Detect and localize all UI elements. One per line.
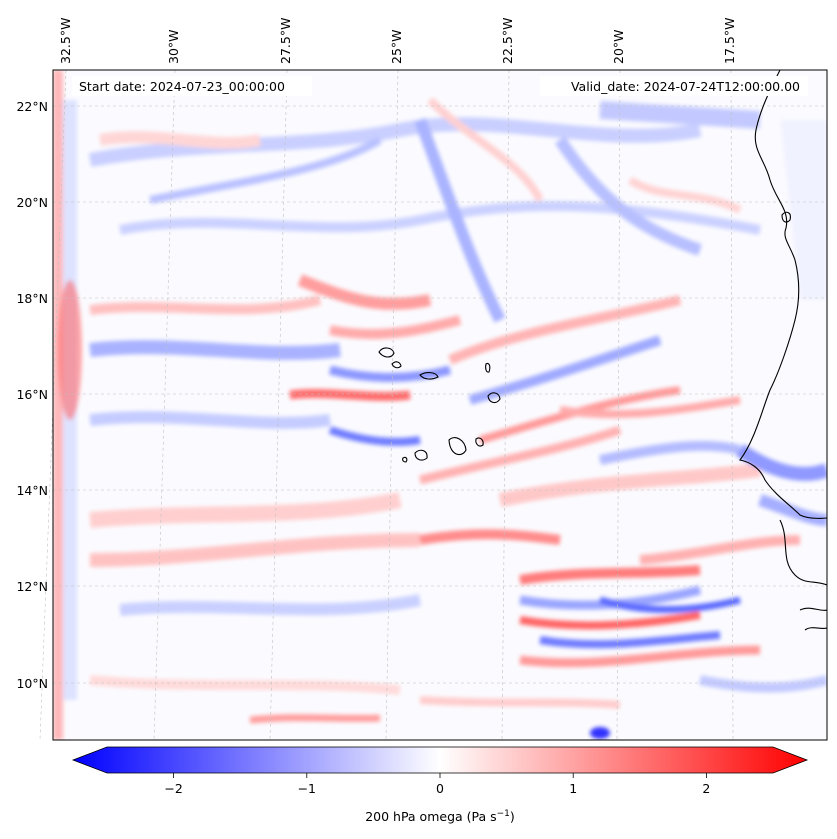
lat-label: 10°N xyxy=(16,676,48,691)
colorbar-label: 200 hPa omega (Pa s−1) xyxy=(365,809,515,824)
colorbar: −2 −1 0 1 2 200 hPa omega (Pa s−1) xyxy=(71,746,809,824)
colorbar-tick-label: 0 xyxy=(436,781,444,796)
lat-label: 14°N xyxy=(16,483,48,498)
longitude-labels: 32.5°W 30°W 27.5°W 25°W 22.5°W 20°W 17.5… xyxy=(58,18,737,64)
lon-label: 32.5°W xyxy=(58,18,73,64)
lat-label: 22°N xyxy=(16,99,48,114)
colorbar-tick-label: 2 xyxy=(702,781,710,796)
graticule xyxy=(39,69,827,741)
lat-label: 18°N xyxy=(16,291,48,306)
lat-label: 12°N xyxy=(16,579,48,594)
lon-label: 30°W xyxy=(166,29,181,64)
coastlines xyxy=(378,70,827,631)
lat-label: 20°N xyxy=(16,195,48,210)
colorbar-tick-label: −2 xyxy=(164,781,182,796)
lon-label: 17.5°W xyxy=(722,18,737,64)
valid-date-box xyxy=(540,76,808,96)
start-date-label: Start date: 2024-07-23_00:00:00 xyxy=(79,79,285,94)
lon-label: 27.5°W xyxy=(278,18,293,64)
omega-field xyxy=(53,70,827,740)
colorbar-bar xyxy=(71,746,809,774)
colorbar-ticks: −2 −1 0 1 2 xyxy=(164,773,710,796)
map-panel: Start date: 2024-07-23_00:00:00 Valid_da… xyxy=(39,69,828,741)
latitude-labels: 22°N 20°N 18°N 16°N 14°N 12°N 10°N xyxy=(16,99,48,691)
lon-label: 20°W xyxy=(611,29,626,64)
valid-date-label: Valid_date: 2024-07-24T12:00:00.00 xyxy=(571,79,800,94)
lon-label: 25°W xyxy=(389,29,404,64)
lat-label: 16°N xyxy=(16,387,48,402)
colorbar-tick-label: 1 xyxy=(569,781,577,796)
lon-label: 22.5°W xyxy=(500,18,515,64)
colorbar-tick-label: −1 xyxy=(298,781,316,796)
start-date-box xyxy=(72,76,312,96)
